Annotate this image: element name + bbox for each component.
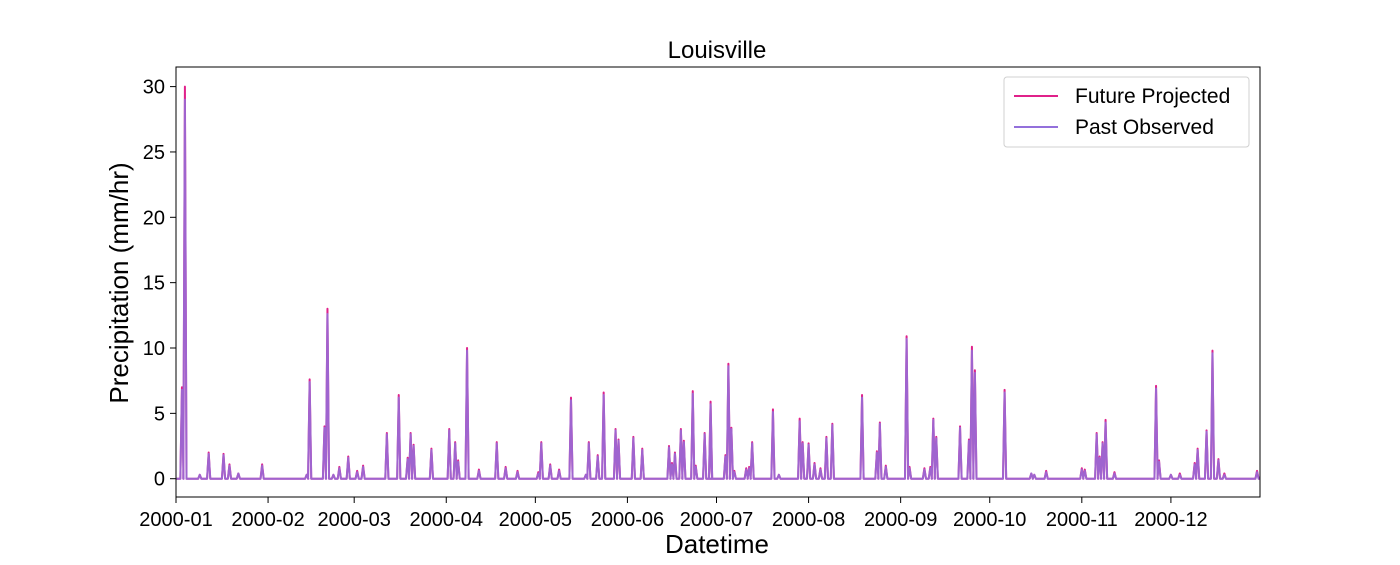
plot-area-frame [175,66,1261,498]
x-tick-label: 2000-11 [1046,509,1118,531]
y-tick-label: 0 [154,469,165,491]
y-tick-label: 20 [143,207,165,229]
x-tick-label: 2000-09 [864,509,937,531]
y-axis: 0 5 10 15 20 25 30 [143,77,176,491]
series-layer [176,85,1260,480]
x-tick-label: 2000-01 [139,509,212,531]
x-axis: 2000-01 2000-02 2000-03 2000-04 2000-05 2000-… [139,497,1208,531]
x-tick-label: 2000-02 [231,509,304,531]
y-tick-label: 15 [143,273,165,295]
y-tick-label: 5 [154,403,165,425]
x-tick-label: 2000-05 [499,509,572,531]
x-tick-label: 2000-12 [1134,509,1207,531]
legend-label-past-observed: Past Observed [1075,116,1214,139]
y-axis-title: Precipitation (mm/hr) [104,162,134,403]
y-tick-label: 30 [143,77,165,99]
legend-label-future-projected: Future Projected [1075,85,1230,108]
x-tick-label: 2000-06 [591,509,664,531]
chart-title: Louisville [668,37,767,64]
y-tick-label: 25 [143,142,165,164]
x-axis-title: Datetime [665,529,769,559]
y-tick-label: 10 [143,338,165,360]
x-tick-label: 2000-03 [317,509,390,531]
legend-box [1003,76,1250,148]
x-tick-label: 2000-08 [772,509,845,531]
x-tick-label: 2000-07 [680,509,753,531]
x-tick-label: 2000-10 [953,509,1026,531]
series-line-past-observed [176,98,1260,480]
legend: Future Projected Past Observed [1003,76,1250,148]
x-tick-label: 2000-04 [410,509,483,531]
